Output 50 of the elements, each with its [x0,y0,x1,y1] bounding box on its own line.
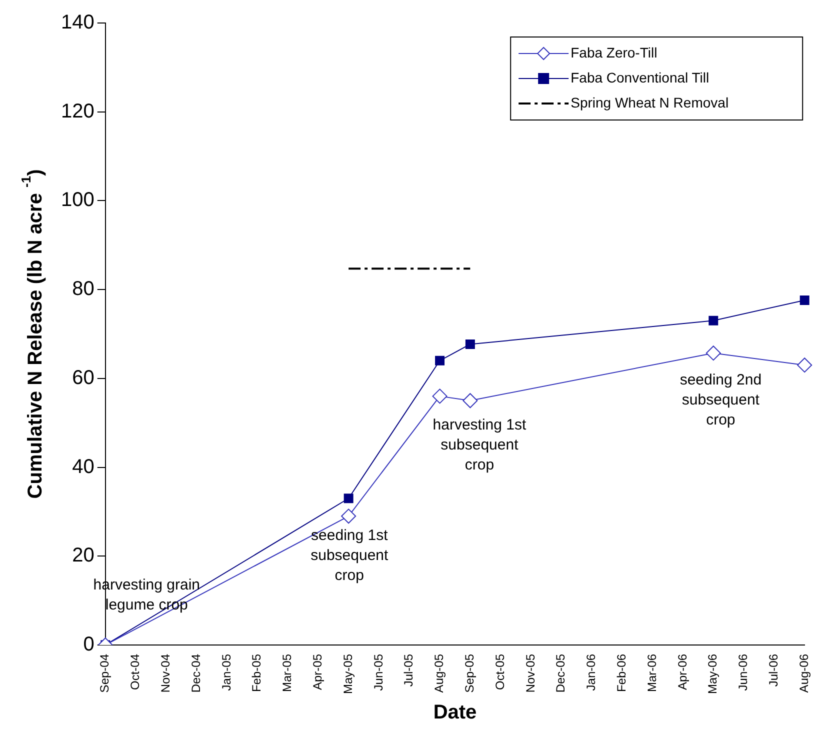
point [800,295,810,305]
x-tick-label: Apr-06 [675,654,690,690]
x-tick-label: Jul-05 [402,654,416,687]
x-tick-label: Jan-06 [584,654,598,691]
point [341,508,356,524]
x-tick-label: Feb-06 [614,654,629,692]
point [465,339,475,349]
annotation: harvesting 1st subsequent crop [432,416,527,474]
x-tick-label: Dec-05 [554,654,568,693]
y-tick-label: 60 [72,366,94,389]
x-tick-label: Mar-06 [644,654,659,692]
x-tick-label: Jun-05 [371,654,386,691]
annotation: seeding 2nd subsequent crop [680,372,762,429]
x-tick-label: May-06 [706,654,720,694]
y-tick-label: 120 [60,100,94,122]
x-tick-label: Jul-06 [766,654,781,687]
legend-label: Faba Conventional Till [570,69,710,86]
y-tick-label: 100 [60,189,94,212]
point [344,494,354,504]
point [462,393,478,408]
x-tick-label: Sep-04 [98,654,112,693]
y-tick-label: 0 [83,634,94,656]
x-tick-label: Nov-04 [158,654,172,693]
x-tick-label: Dec-04 [188,654,203,693]
point [435,356,445,366]
x-tick-label: Jan-05 [219,654,234,691]
point [432,388,448,404]
x-tick-label: Aug-06 [796,654,811,693]
x-tick-label: Sep-05 [462,654,476,693]
legend-label: Spring Wheat N Removal [570,94,729,110]
y-axis-title: Cumulative N Release (lb N acre -1) [18,169,47,499]
y-tick-label: 20 [72,544,94,567]
y-tick-label: 80 [72,278,94,300]
point [797,358,812,373]
x-tick-label: Jun-06 [736,654,750,691]
point [706,346,721,361]
x-tick-label: Apr-05 [310,654,324,690]
x-tick-label: Oct-05 [492,654,507,690]
x-tick-label: Feb-05 [250,654,264,692]
x-tick-label: Aug-05 [432,654,446,693]
x-axis-title: Date [433,702,477,724]
x-tick-label: Oct-04 [128,654,142,690]
legend-label: Faba Zero-Till [570,44,658,60]
x-tick-label: Mar-05 [280,654,294,692]
y-tick-label: 40 [72,456,94,478]
point [708,316,718,326]
x-tick-label: May-05 [340,654,355,694]
y-tick-label: 140 [60,12,94,34]
annotation: seeding 1st subsequent crop [310,527,390,584]
x-tick-label: Nov-05 [523,654,538,693]
